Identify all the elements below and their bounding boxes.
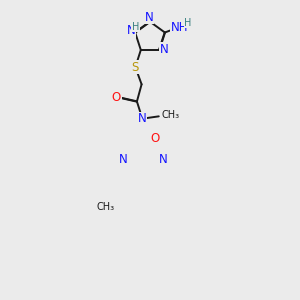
Text: CH₃: CH₃ [161, 110, 179, 120]
Text: H: H [184, 18, 191, 28]
Text: O: O [150, 132, 159, 145]
Text: CH₃: CH₃ [97, 202, 115, 212]
Text: S: S [132, 61, 139, 74]
Text: O: O [112, 91, 121, 104]
Text: N: N [145, 11, 154, 23]
Text: NH: NH [171, 20, 188, 34]
Text: N: N [160, 43, 168, 56]
Text: N: N [127, 24, 136, 38]
Text: H: H [132, 22, 139, 32]
Text: N: N [138, 112, 147, 125]
Text: N: N [119, 153, 128, 166]
Text: N: N [159, 153, 167, 166]
